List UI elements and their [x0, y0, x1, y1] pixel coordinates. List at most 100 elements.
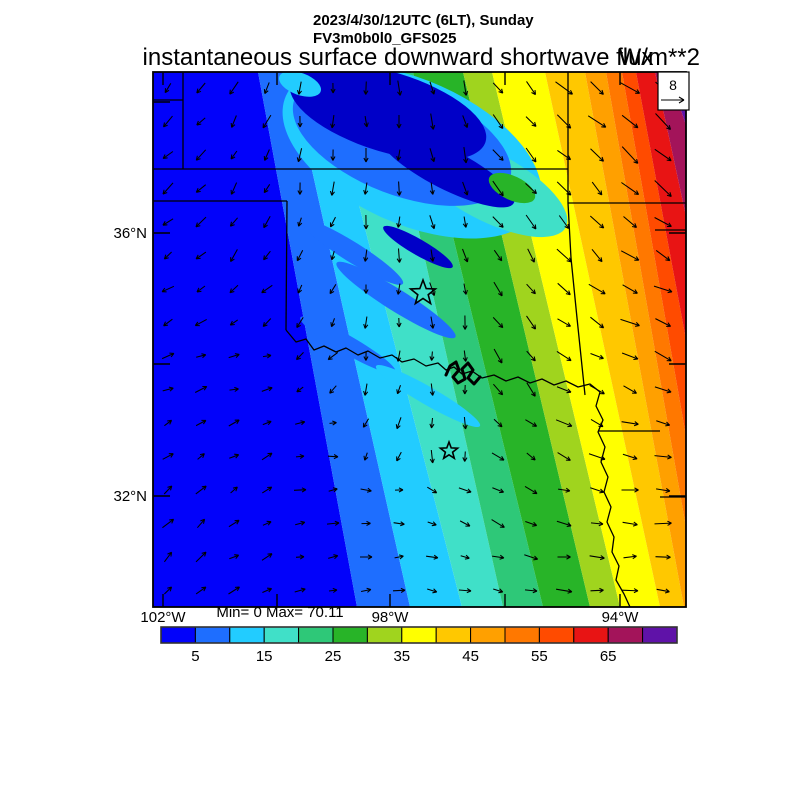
- wind-arrow: [230, 115, 237, 128]
- colorbar-segment: [538, 626, 575, 644]
- wind-arrow: [329, 420, 337, 426]
- wind-arrow: [363, 249, 369, 262]
- wind-arrow: [524, 554, 539, 561]
- wind-arrow: [429, 449, 435, 464]
- wind-arrow: [492, 82, 504, 94]
- lat-label-32n: 32°N: [113, 488, 147, 505]
- wind-arrow: [463, 80, 469, 96]
- colorbar-segment: [470, 626, 506, 644]
- wind-arrow: [395, 417, 402, 430]
- wind-arrow: [589, 384, 605, 395]
- wind-arrow: [195, 149, 207, 161]
- wind-arrow: [462, 315, 468, 330]
- wind-arrow: [462, 248, 469, 263]
- wind-arrow: [396, 149, 402, 161]
- wind-arrow: [295, 554, 305, 560]
- wind-arrow: [526, 283, 536, 295]
- wind-arrow: [462, 384, 468, 395]
- wind-arrow: [330, 149, 336, 161]
- wind-arrow: [556, 520, 572, 528]
- cloud-patch: [289, 72, 487, 161]
- wind-arrow: [296, 386, 304, 393]
- wind-arrow: [623, 216, 637, 229]
- wind-arrow: [655, 554, 671, 560]
- wind-arrow: [590, 487, 605, 494]
- wind-arrow: [229, 554, 240, 560]
- wind-arrow: [230, 150, 238, 160]
- wind-arrow: [296, 249, 304, 262]
- header-model-run: FV3m0b0l0_GFS025: [313, 30, 456, 47]
- wind-arrow: [396, 181, 402, 196]
- wind-arrow: [591, 248, 603, 263]
- wind-arrow: [360, 587, 372, 593]
- wind-arrow: [296, 317, 304, 329]
- colorbar-segment: [332, 626, 368, 644]
- wind-arrow: [363, 284, 369, 294]
- wind-arrow: [161, 285, 175, 293]
- colorbar-segment: [366, 626, 403, 644]
- wind-arrow: [197, 518, 206, 529]
- wind-arrow: [295, 520, 306, 526]
- wind-arrow: [229, 81, 239, 95]
- colorbar-tick-label: 45: [462, 648, 479, 665]
- wind-arrow: [462, 115, 469, 128]
- wind-arrow: [588, 283, 606, 295]
- wind-arrow: [163, 551, 173, 563]
- wind-arrow: [195, 184, 207, 193]
- wind-arrow: [430, 113, 436, 130]
- wind-arrow: [591, 181, 603, 196]
- wind-arrow: [590, 418, 604, 428]
- wind-arrow: [229, 453, 240, 459]
- wind-arrow: [263, 216, 271, 229]
- wind-arrow: [261, 284, 273, 294]
- wind-arrow: [261, 452, 273, 461]
- wind-arrow: [429, 215, 436, 230]
- contour-band: [636, 72, 686, 340]
- wind-arrow: [194, 385, 208, 393]
- wind-arrow: [557, 452, 571, 461]
- wind-arrow: [329, 284, 337, 295]
- wind-arrow: [623, 554, 637, 560]
- wind-arrow: [326, 520, 340, 526]
- wind-arrow: [654, 148, 672, 162]
- wind-arrow: [294, 587, 306, 593]
- wind-arrow: [162, 386, 174, 392]
- wind-arrow: [429, 148, 436, 163]
- colorbar-segment: [263, 626, 300, 644]
- wind-arrow: [557, 554, 571, 560]
- wind-arrow: [588, 453, 606, 461]
- wind-arrow: [363, 214, 369, 230]
- colorbar-segment: [160, 626, 196, 644]
- axis-ticks-layer: [153, 72, 686, 607]
- wind-arrow: [460, 554, 470, 560]
- wind-arrow: [491, 452, 505, 461]
- wind-arrow: [195, 251, 207, 260]
- wind-arrow: [556, 350, 572, 362]
- wind-arrow: [162, 151, 174, 160]
- wind-arrow: [621, 146, 639, 164]
- wind-arrow: [230, 182, 238, 195]
- wind-arrow: [229, 319, 239, 326]
- wind-arrow: [361, 520, 371, 526]
- wind-arrow: [263, 149, 270, 161]
- wind-arrow: [295, 454, 305, 460]
- colorbar-tick-label: 65: [600, 648, 617, 665]
- wind-arrow: [396, 248, 402, 263]
- wind-arrow: [492, 487, 504, 494]
- wind-arrow: [590, 81, 604, 95]
- wind-arrow: [396, 451, 402, 462]
- wind-arrow: [293, 487, 307, 493]
- wind-arrow: [526, 81, 537, 96]
- wind-arrow: [654, 350, 672, 362]
- wind-arrow: [262, 318, 272, 327]
- wind-arrow: [590, 521, 604, 527]
- wind-arrow: [360, 554, 373, 560]
- map-canvas: [153, 72, 686, 607]
- wind-arrow: [493, 281, 503, 297]
- wind-arrow: [526, 452, 536, 461]
- wind-arrow: [262, 420, 272, 426]
- wind-arrow: [363, 182, 369, 195]
- wind-arrow: [462, 451, 468, 462]
- wind-arrow: [363, 148, 369, 163]
- wind-arrow: [656, 420, 671, 427]
